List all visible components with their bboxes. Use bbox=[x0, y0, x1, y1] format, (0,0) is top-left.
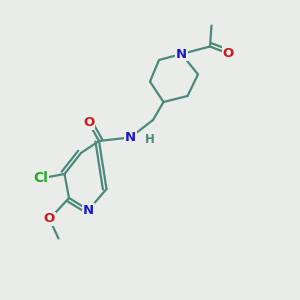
Text: O: O bbox=[222, 47, 234, 60]
Text: H: H bbox=[145, 133, 155, 146]
Text: N: N bbox=[83, 203, 94, 217]
Text: Cl: Cl bbox=[33, 172, 48, 185]
Text: O: O bbox=[83, 116, 94, 129]
Text: N: N bbox=[176, 47, 187, 61]
Text: O: O bbox=[44, 212, 55, 226]
Text: N: N bbox=[125, 131, 136, 144]
